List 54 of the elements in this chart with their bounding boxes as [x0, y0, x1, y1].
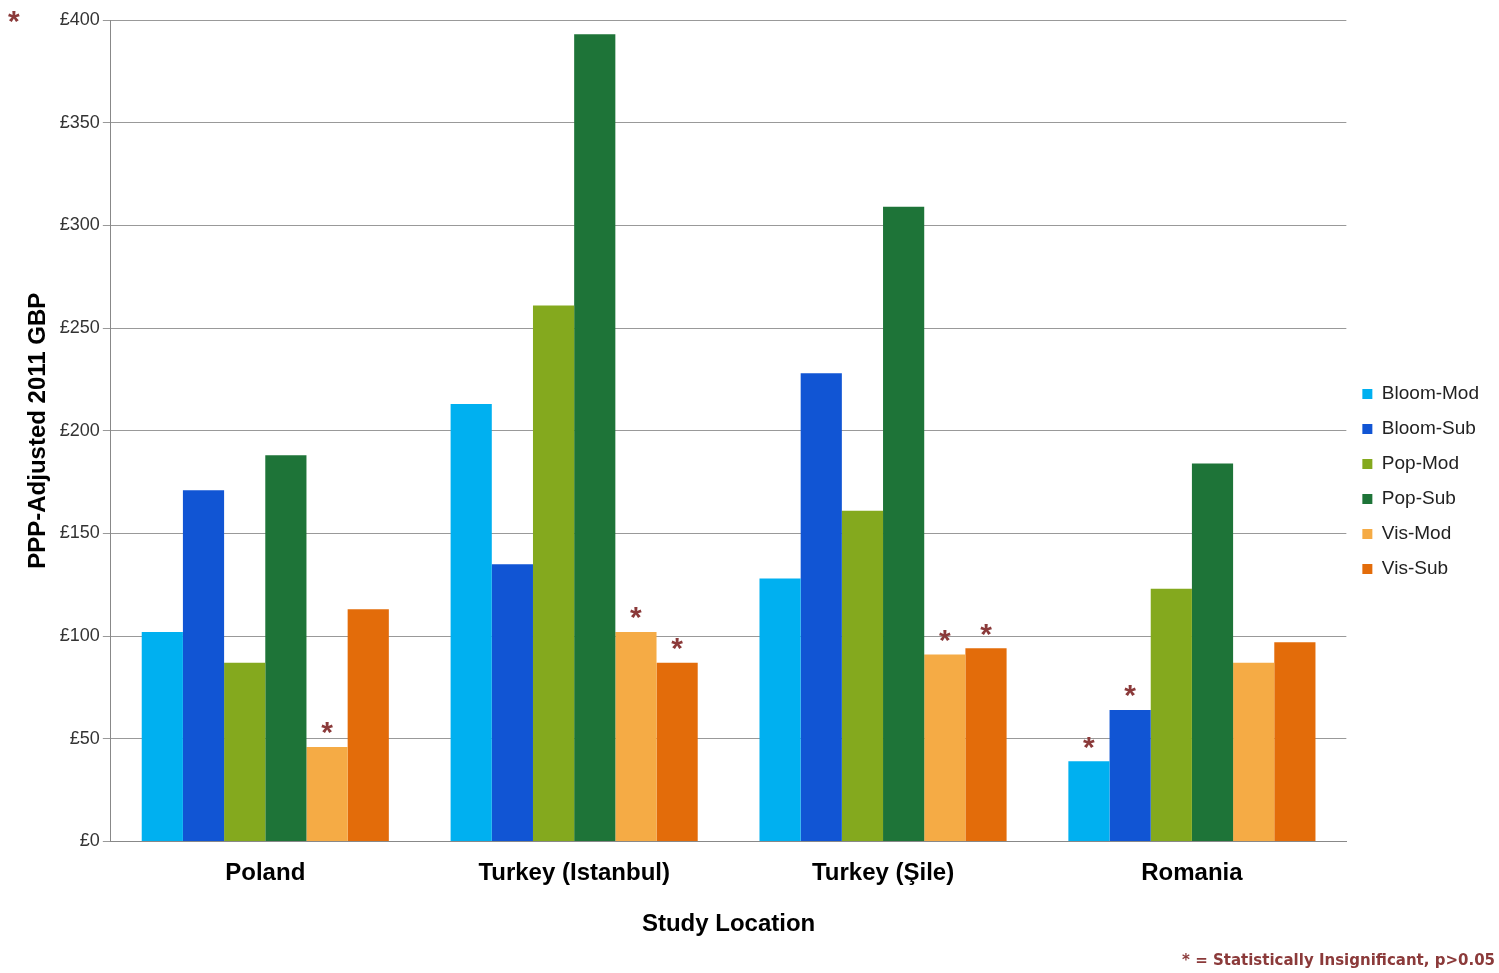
- bar: [1150, 588, 1192, 841]
- legend-label: Vis-Sub: [1381, 557, 1449, 579]
- bar: [965, 648, 1007, 841]
- x-tick-label: Poland: [225, 858, 306, 886]
- bar: [924, 654, 966, 841]
- y-axis-title: PPP-Adjusted 2011 GBP: [23, 292, 51, 569]
- annotation: *: [321, 715, 334, 749]
- bar: [656, 662, 698, 841]
- y-tick-label: £100: [59, 625, 100, 646]
- legend-label: Bloom-Sub: [1381, 417, 1476, 439]
- legend-label: Vis-Mod: [1381, 522, 1452, 544]
- x-tick-label: Romania: [1141, 858, 1244, 886]
- bar: [1191, 463, 1234, 841]
- bar: [265, 455, 307, 841]
- y-tick-label: £200: [59, 419, 100, 440]
- bar: [883, 206, 925, 841]
- x-tick-label: Turkey (Şile): [811, 858, 955, 886]
- bar: [224, 662, 266, 841]
- annotation: *: [1083, 729, 1096, 763]
- bar: [841, 510, 884, 841]
- bar: [574, 34, 616, 841]
- annotation: *: [1124, 678, 1137, 712]
- bar: [800, 373, 842, 841]
- annotation: *: [630, 600, 643, 634]
- bar: [615, 631, 657, 841]
- annotation: *: [938, 622, 951, 656]
- bar: [141, 631, 183, 841]
- legend-label: Pop-Mod: [1381, 452, 1459, 474]
- y-tick-label: £50: [69, 727, 100, 748]
- text: *: [8, 4, 20, 38]
- bar: [306, 746, 348, 841]
- y-tick-label: £300: [59, 214, 100, 235]
- x-tick-label: Turkey (Istanbul): [478, 858, 670, 886]
- annotation: *: [671, 631, 684, 665]
- y-tick-label: £0: [79, 830, 100, 851]
- legend-label: Bloom-Mod: [1381, 382, 1480, 404]
- bar: [491, 564, 533, 841]
- bar: [1068, 761, 1110, 841]
- annotation: *: [980, 616, 993, 650]
- bar: [532, 305, 575, 841]
- bar: [182, 490, 225, 841]
- bar: [1274, 642, 1316, 841]
- bar: [759, 578, 801, 841]
- y-tick-label: £250: [59, 316, 100, 337]
- legend-label: Pop-Sub: [1381, 487, 1456, 509]
- y-tick-label: £400: [59, 8, 100, 29]
- x-axis-title: Study Location: [641, 909, 816, 937]
- bar: [1233, 662, 1275, 841]
- bar: [347, 609, 389, 841]
- y-tick-label: £150: [59, 522, 100, 543]
- text: * = Statistically Insignificant, p>0.05: [1182, 951, 1495, 970]
- bar: [1109, 709, 1151, 841]
- bar: [450, 404, 492, 841]
- y-tick-label: £350: [59, 111, 100, 132]
